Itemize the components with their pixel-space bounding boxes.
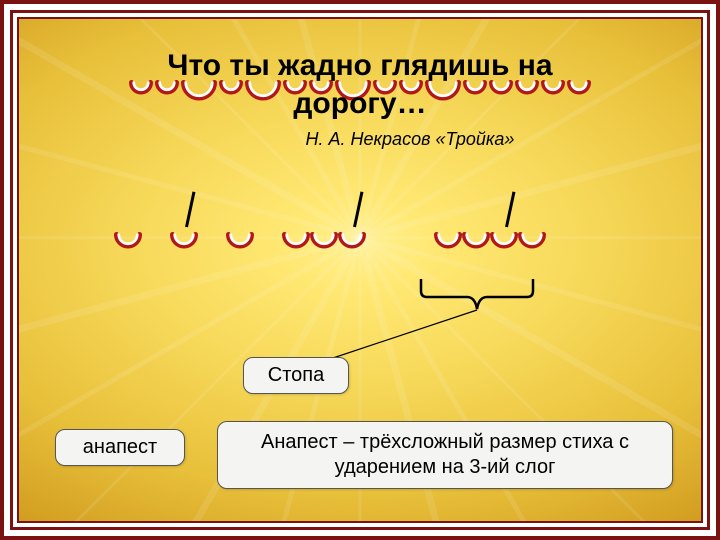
meter-foot-group xyxy=(434,231,546,252)
syllable-arc xyxy=(310,231,338,252)
poem-line-2: дорогу… xyxy=(19,85,701,123)
citation: Н. А. Некрасов «Тройка» xyxy=(19,129,701,150)
callout-connector xyxy=(319,308,489,363)
syllable-arc xyxy=(490,231,518,252)
syllable-arc xyxy=(114,231,142,252)
syllable-arc xyxy=(462,231,490,252)
meter-foot-group xyxy=(170,231,198,252)
meter-scheme xyxy=(114,231,546,252)
meter-foot-group xyxy=(226,231,254,252)
label-definition: Анапест – трёхсложный размер стиха с уда… xyxy=(217,421,673,489)
poem-line: Что ты жадно глядишь на дорогу… xyxy=(19,47,701,122)
syllable-arc xyxy=(434,231,462,252)
meter-foot-group xyxy=(282,231,366,252)
slide-canvas: Что ты жадно глядишь на дорогу… Н. А. Не… xyxy=(17,17,703,523)
syllable-arc xyxy=(518,231,546,252)
syllable-arc xyxy=(170,231,198,252)
syllable-arc xyxy=(226,231,254,252)
syllable-arc xyxy=(282,231,310,252)
outer-frame: Что ты жадно глядишь на дорогу… Н. А. Не… xyxy=(0,0,720,540)
meter-foot-group xyxy=(114,231,142,252)
stress-mark xyxy=(353,191,363,227)
stress-mark xyxy=(185,191,195,227)
stress-mark xyxy=(505,191,515,227)
poem-line-1: Что ты жадно глядишь на xyxy=(167,49,552,82)
foot-bracket xyxy=(417,277,537,311)
mid-frame: Что ты жадно глядишь на дорогу… Н. А. Не… xyxy=(10,10,710,530)
label-anapest: анапест xyxy=(55,429,185,466)
label-stopa: Стопа xyxy=(243,357,349,394)
syllable-arc xyxy=(338,231,366,252)
